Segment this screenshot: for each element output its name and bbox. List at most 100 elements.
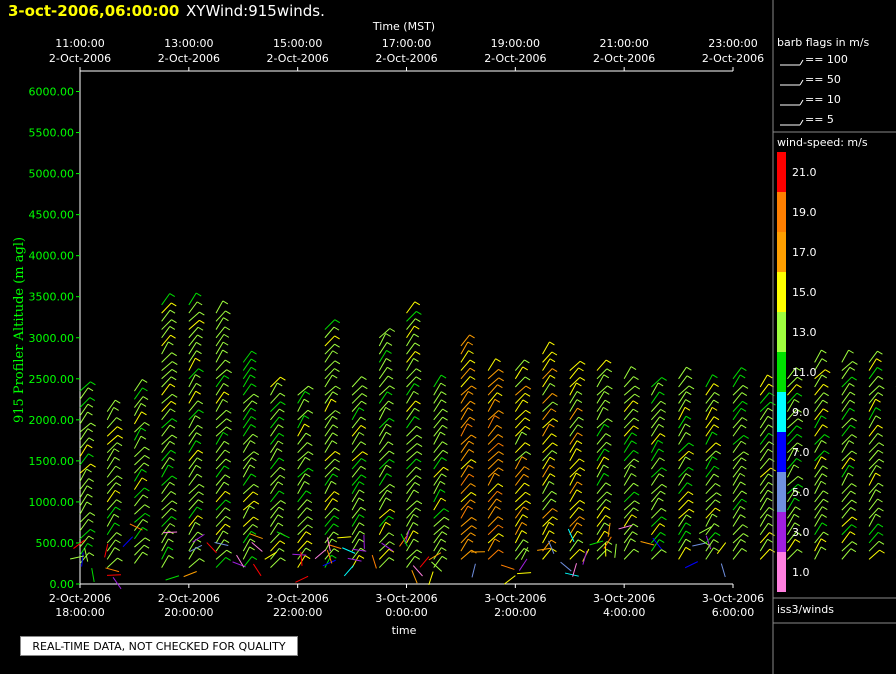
wind-barb <box>188 558 200 568</box>
wind-barb-flag <box>743 533 749 537</box>
wind-barb <box>514 491 526 503</box>
wind-barb <box>460 473 470 486</box>
wind-barb <box>868 549 880 560</box>
wind-barb <box>732 367 742 380</box>
wind-barb <box>759 401 771 412</box>
x-tick-label: 2-Oct-2006 <box>267 592 329 605</box>
wind-barb-flag <box>144 422 150 426</box>
top-tick-label: 2-Oct-2006 <box>158 52 220 65</box>
wind-barb-flag <box>549 382 556 387</box>
wind-barb <box>787 442 798 454</box>
wind-barb-flag <box>712 374 718 379</box>
wind-barb-flag <box>117 557 123 562</box>
wind-barb-flag <box>821 456 827 461</box>
wind-barb-flag <box>224 523 231 528</box>
wind-barb-flag <box>90 422 96 427</box>
wind-barb <box>297 507 308 519</box>
wind-barb-flag <box>277 514 284 519</box>
wind-barb-flag <box>549 358 556 363</box>
speed-color-swatch <box>777 192 786 232</box>
wind-barb-flag <box>358 497 365 502</box>
wind-barb <box>242 416 252 429</box>
wind-barb-flag <box>603 423 610 428</box>
wind-barb <box>650 416 661 429</box>
wind-barb-flag <box>332 498 338 502</box>
wind-barb <box>732 473 741 486</box>
wind-barb-flag <box>498 467 504 472</box>
wind-barb-flag <box>280 401 286 406</box>
wind-barb <box>500 564 515 570</box>
wind-barb <box>324 531 334 544</box>
wind-barb <box>868 398 876 412</box>
wind-barb-flag <box>796 392 803 397</box>
wind-barb-flag <box>415 466 422 471</box>
wind-barb-flag <box>876 358 882 363</box>
wind-barb <box>569 458 580 470</box>
x-tick-label: 22:00:00 <box>273 606 322 619</box>
wind-barb-flag <box>876 464 882 469</box>
wind-barb <box>623 491 635 503</box>
wind-barb-flag <box>113 448 120 453</box>
top-tick-label: 19:00:00 <box>491 37 540 50</box>
wind-barb-flag <box>306 499 313 504</box>
wind-barb-flag <box>195 440 202 445</box>
wind-barb <box>433 497 442 511</box>
wind-barb <box>569 530 578 544</box>
wind-barb <box>324 491 335 503</box>
wind-barb-flag <box>468 448 475 453</box>
wind-barb <box>841 472 849 486</box>
wind-barb-flag <box>742 524 748 529</box>
wind-barb-flag <box>117 475 123 480</box>
wind-barb-flag <box>226 426 232 431</box>
wind-barb <box>569 467 581 478</box>
wind-barb <box>623 385 636 396</box>
wind-barb-flag <box>713 539 719 543</box>
wind-barb-flag <box>878 507 884 512</box>
wind-barb <box>460 492 472 503</box>
wind-barb-flag <box>767 415 774 420</box>
wind-barb <box>589 540 604 546</box>
speed-color-swatch <box>777 272 786 312</box>
wind-barb-flag <box>468 465 474 469</box>
wind-barb-flag <box>824 434 830 438</box>
wind-barb <box>324 515 335 527</box>
wind-barb <box>378 350 387 363</box>
wind-barb-flag <box>521 530 528 534</box>
wind-barb-flag <box>685 522 692 527</box>
wind-barb <box>841 417 853 429</box>
wind-barb <box>188 400 199 412</box>
wind-barb <box>542 393 553 404</box>
wind-barb <box>297 540 308 552</box>
wind-barb-flag <box>253 516 259 521</box>
wind-barb <box>161 393 173 404</box>
wind-barb-flag <box>551 450 558 454</box>
barb-flag-label: == 5 <box>805 113 834 126</box>
wind-barb-flag <box>821 415 827 420</box>
wind-barb-flag <box>199 558 205 562</box>
wind-barb-flag <box>875 472 881 477</box>
wind-barb-flag <box>224 490 231 495</box>
wind-barb-flag <box>879 385 885 390</box>
wind-barb <box>651 409 662 421</box>
wind-barb-flag <box>467 407 474 412</box>
x-tick-label: 2-Oct-2006 <box>49 592 111 605</box>
wind-barb-flag <box>523 506 529 511</box>
wind-barb-flag <box>416 310 422 315</box>
wind-barb-flag <box>877 392 884 396</box>
wind-barb <box>651 483 663 495</box>
wind-barb <box>406 368 417 380</box>
wind-barb-flag <box>549 456 556 461</box>
wind-barb-flag <box>170 400 177 405</box>
wind-barb-flag <box>633 449 639 454</box>
wind-barb-flag <box>277 522 284 527</box>
wind-barb <box>868 433 879 445</box>
wind-barb-flag <box>767 473 774 478</box>
wind-barb <box>487 377 500 388</box>
wind-barb <box>161 523 171 536</box>
wind-barb-flag <box>523 539 529 544</box>
wind-barb <box>732 457 742 470</box>
wind-barb <box>596 368 608 380</box>
wind-barb <box>582 551 588 565</box>
wind-barb-flag <box>440 374 447 379</box>
wind-barb <box>270 466 281 478</box>
